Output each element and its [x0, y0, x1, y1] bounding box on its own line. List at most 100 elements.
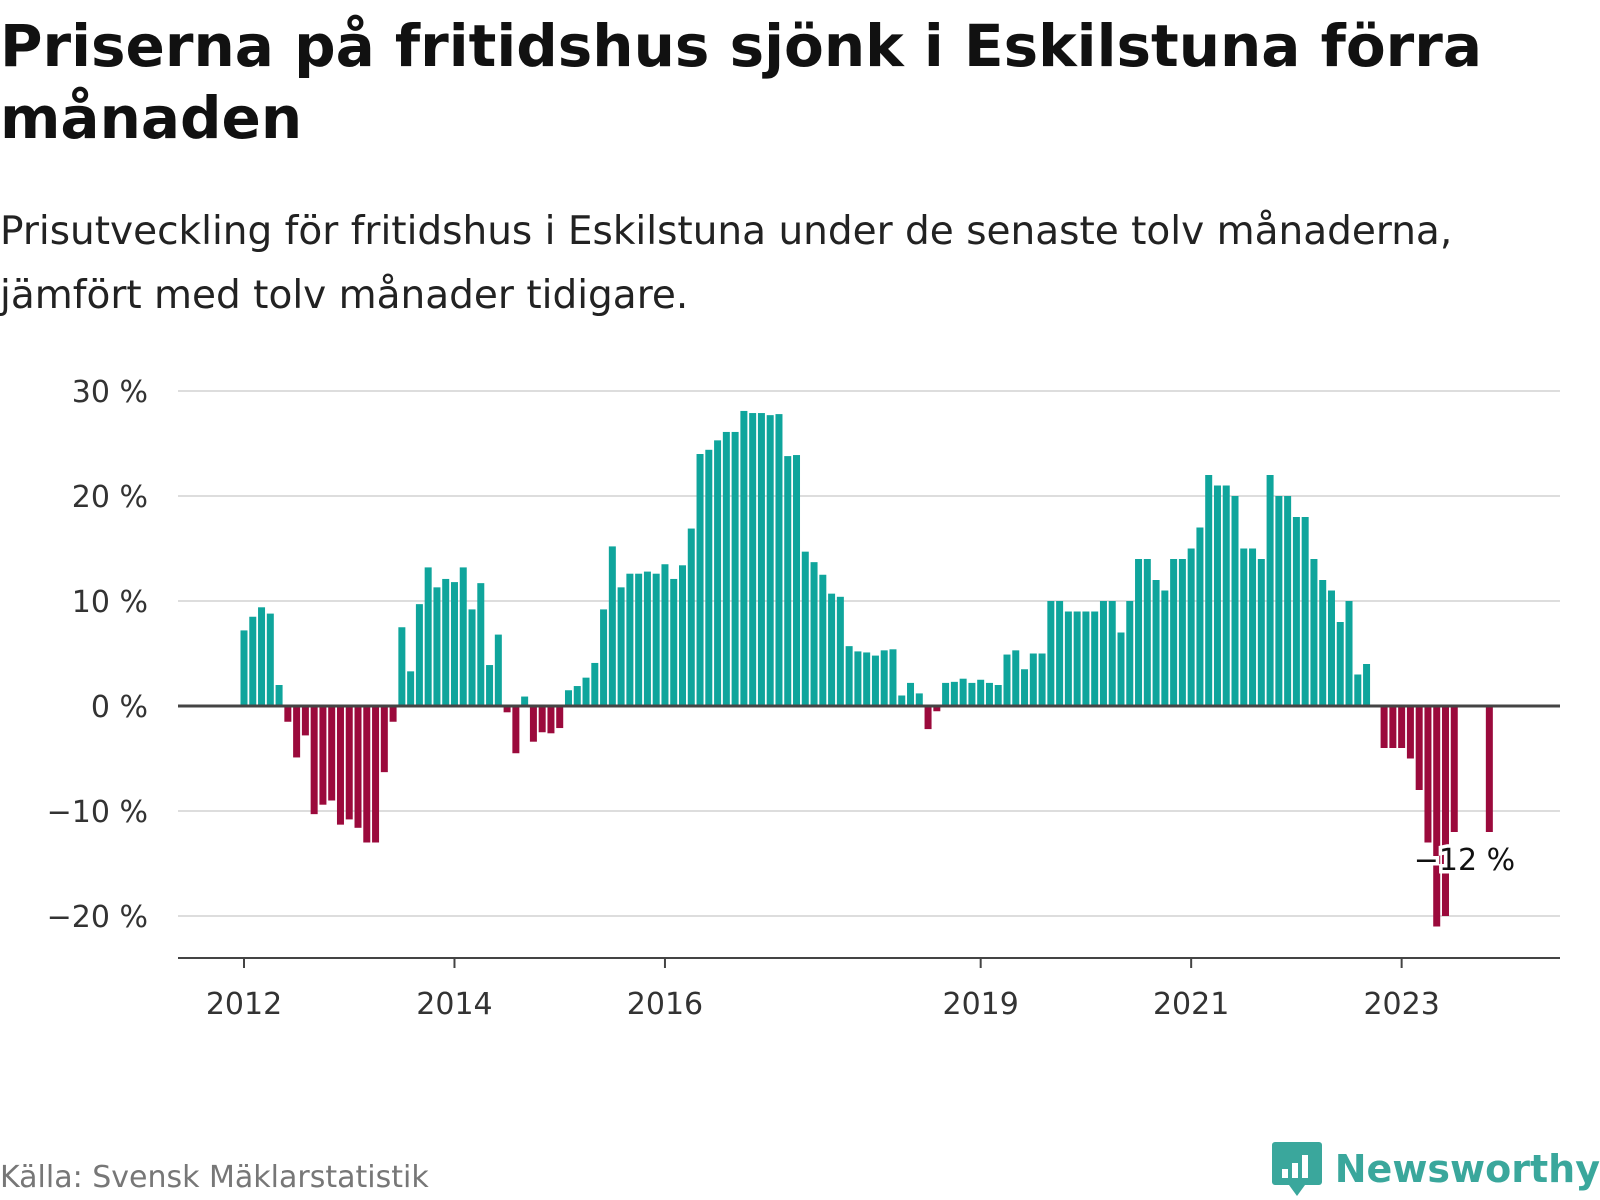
bar — [1135, 559, 1143, 706]
bar — [345, 706, 353, 820]
bar — [775, 414, 783, 706]
bar — [854, 651, 862, 706]
bar — [380, 706, 388, 773]
bar — [836, 596, 844, 706]
bar — [810, 562, 818, 706]
bar — [1029, 653, 1037, 706]
bar — [705, 449, 713, 706]
bar — [258, 607, 266, 706]
bar — [1240, 548, 1248, 706]
bar — [819, 574, 827, 706]
gridlines — [178, 390, 1560, 917]
bar — [880, 650, 888, 706]
bar — [433, 587, 441, 706]
source-note: Källa: Svensk Mäklarstatistik — [0, 1160, 429, 1195]
bar — [687, 528, 695, 706]
bar — [1161, 590, 1169, 706]
bar — [977, 679, 985, 706]
bar — [1196, 527, 1204, 706]
bar — [652, 573, 660, 706]
bar — [871, 655, 879, 706]
x-tick-label: 2014 — [416, 987, 492, 1020]
bar — [407, 671, 415, 706]
bar — [266, 613, 274, 706]
bar — [1450, 706, 1458, 832]
bar — [1389, 706, 1397, 748]
bar — [950, 681, 958, 706]
bar — [1398, 706, 1406, 748]
bar — [529, 706, 537, 742]
y-tick-label: 30 % — [72, 375, 148, 410]
bar — [521, 696, 529, 706]
bar — [1108, 601, 1116, 706]
y-tick-label: 0 % — [91, 690, 148, 725]
bar — [661, 564, 669, 706]
bar — [617, 587, 625, 706]
axes — [178, 704, 1560, 959]
y-tick-label: 10 % — [72, 585, 148, 620]
x-tick-label: 2023 — [1363, 987, 1439, 1020]
bar — [1301, 517, 1309, 706]
annotation-label: −12 % — [1414, 843, 1515, 878]
bar-chart: 30 %20 %10 %0 %−10 %−20 % 2012 2014 2016 20… — [47, 375, 1560, 1020]
bar — [643, 571, 651, 706]
bar — [749, 413, 757, 706]
x-tick-label: 2016 — [627, 987, 703, 1020]
bar — [582, 677, 590, 706]
bar — [240, 630, 248, 706]
bar — [994, 685, 1002, 706]
bar — [310, 706, 318, 815]
bar — [784, 456, 792, 706]
x-tick-label: 2019 — [943, 987, 1019, 1020]
x-tick-label: 2021 — [1153, 987, 1229, 1020]
bar — [538, 706, 546, 733]
bar — [600, 609, 608, 706]
bar — [907, 682, 915, 706]
bar — [1152, 580, 1160, 706]
bar — [249, 616, 257, 706]
bar — [1284, 496, 1292, 706]
bar — [863, 652, 871, 706]
bar — [389, 706, 397, 722]
bar — [1275, 496, 1283, 706]
bar — [573, 686, 581, 706]
bar — [1354, 674, 1362, 706]
bar — [1021, 669, 1029, 706]
bar — [1292, 517, 1300, 706]
x-axis-ticks: 2012 2014 2016 2019 2021 2023 — [206, 958, 1440, 1020]
brand-logo: Newsworthy — [1271, 1140, 1600, 1198]
bar — [1047, 601, 1055, 706]
bar — [468, 609, 476, 706]
bar — [1441, 706, 1449, 916]
bar — [670, 578, 678, 706]
bar — [793, 455, 801, 706]
bar — [556, 706, 564, 729]
bar — [942, 682, 950, 706]
bars — [240, 410, 1493, 927]
bar — [354, 706, 362, 828]
bar — [679, 565, 686, 706]
bar — [494, 634, 502, 706]
bar — [889, 649, 897, 706]
bar — [959, 678, 967, 706]
bar — [968, 682, 976, 706]
y-tick-label: 20 % — [72, 480, 148, 515]
bar — [1126, 601, 1134, 706]
bar — [898, 695, 906, 706]
bar — [1327, 590, 1335, 706]
bar — [1257, 559, 1265, 706]
bar — [985, 682, 993, 706]
bar — [275, 685, 283, 706]
bar — [1012, 650, 1020, 706]
bar — [626, 573, 634, 706]
bar — [1205, 475, 1213, 706]
chart-subtitle: Prisutveckling för fritidshus i Eskilstu… — [0, 209, 1453, 318]
bar — [845, 646, 853, 706]
bar — [1073, 611, 1081, 706]
bar — [477, 583, 485, 706]
bar — [608, 546, 616, 706]
bar — [442, 578, 450, 706]
bar — [328, 706, 336, 801]
bar — [1380, 706, 1388, 748]
bar — [696, 454, 704, 706]
